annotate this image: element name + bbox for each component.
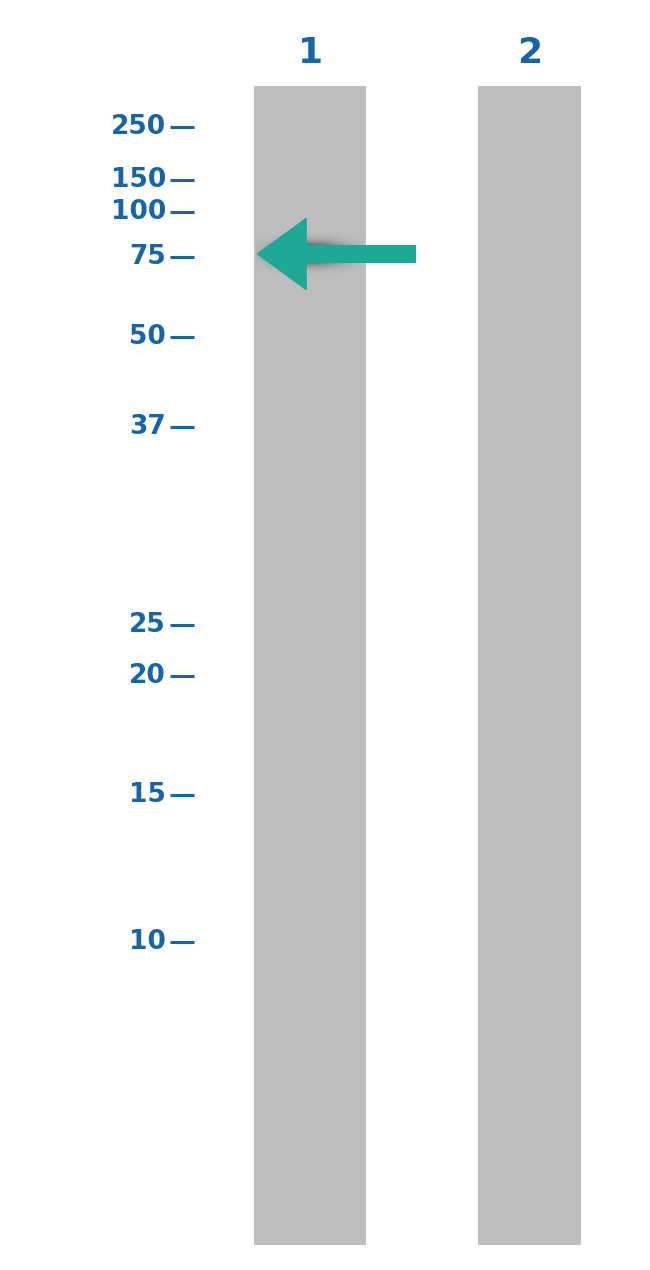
Text: 37: 37 <box>129 414 166 439</box>
Polygon shape <box>257 218 306 290</box>
Text: 2: 2 <box>517 37 542 70</box>
Text: 75: 75 <box>129 244 166 269</box>
Bar <box>478 86 581 1245</box>
Text: 150: 150 <box>111 168 166 193</box>
Bar <box>306 245 416 263</box>
Text: 25: 25 <box>129 612 166 638</box>
Text: 100: 100 <box>111 199 166 225</box>
Text: 1: 1 <box>298 37 322 70</box>
Bar <box>254 86 366 1245</box>
Text: 15: 15 <box>129 782 166 808</box>
Text: 20: 20 <box>129 663 166 688</box>
Text: 10: 10 <box>129 930 166 955</box>
Text: 250: 250 <box>111 114 166 140</box>
Text: 50: 50 <box>129 324 166 349</box>
